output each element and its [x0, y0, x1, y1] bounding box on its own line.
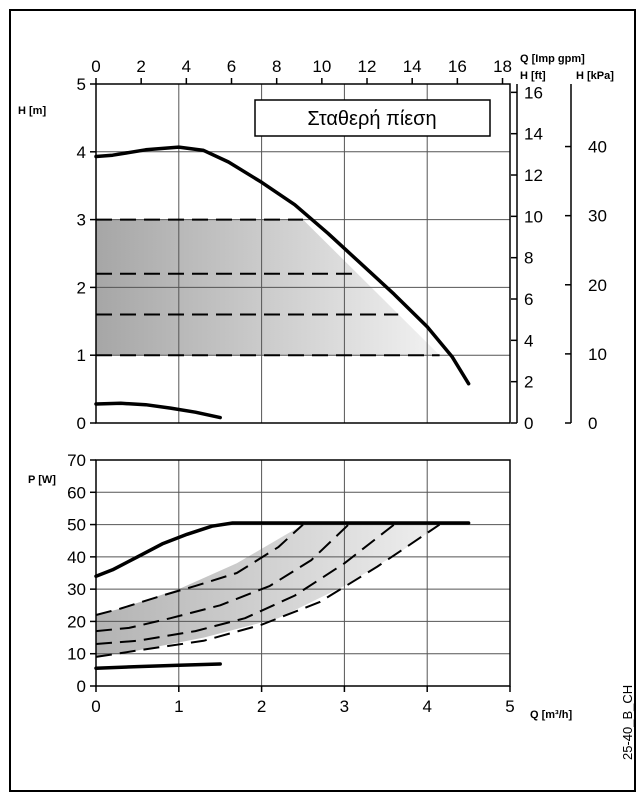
head-y-tick-label: 5 — [77, 75, 86, 94]
power-x-tick-label: 4 — [422, 697, 431, 716]
head-series-1 — [94, 401, 222, 420]
ft-tick-label: 2 — [524, 373, 533, 392]
power-series-1 — [94, 662, 222, 670]
power-plot-frame — [95, 459, 511, 687]
top-tick-label: 0 — [91, 57, 100, 76]
power-curves — [94, 521, 471, 670]
power-y-tick-label: 60 — [67, 483, 86, 502]
head-y-tick-label: 4 — [77, 143, 86, 162]
top-tick-label: 6 — [227, 57, 236, 76]
top-tick-label: 2 — [136, 57, 145, 76]
top-tick-label: 16 — [448, 57, 467, 76]
kpa-tick-label: 10 — [588, 345, 607, 364]
top-tick-label: 4 — [182, 57, 191, 76]
power-y-tick-label: 50 — [67, 516, 86, 535]
power-panel: 0 10 20 30 40 50 60 70 P [W] 0 1 2 3 4 5 Q [m³/h] — [28, 451, 572, 721]
power-x-tick-label: 5 — [505, 697, 514, 716]
power-y-tick-label: 20 — [67, 612, 86, 631]
kpa-tick-label: 20 — [588, 276, 607, 295]
ft-tick-label: 8 — [524, 249, 533, 268]
top-tick-label: 18 — [493, 57, 512, 76]
power-x-tick-labels: 0 1 2 3 4 5 — [91, 686, 515, 716]
head-y-tick-label: 1 — [77, 346, 86, 365]
power-series-5 — [95, 523, 441, 658]
ft-axis-label: H [ft] — [520, 70, 546, 82]
ft-tick-label: 6 — [524, 290, 533, 309]
ft-tick-label: 10 — [524, 207, 543, 226]
head-y-axis-label: H [m] — [18, 105, 46, 117]
kpa-tick-label: 30 — [588, 207, 607, 226]
power-y-tick-labels: 0 10 20 30 40 50 60 70 — [67, 451, 96, 696]
power-gridlines — [96, 460, 510, 686]
ft-axis-tick-labels: 0 2 4 6 8 10 12 14 16 — [511, 83, 543, 433]
head-y-tick-label: 0 — [77, 414, 86, 433]
head-top-tick-labels: 0 2 4 6 8 10 12 14 16 18 — [91, 57, 512, 84]
power-y-tick-label: 70 — [67, 451, 86, 470]
legend-box — [254, 99, 491, 137]
power-x-tick-label: 0 — [91, 697, 100, 716]
ft-tick-label: 12 — [524, 166, 543, 185]
ft-tick-label: 14 — [524, 125, 543, 144]
top-tick-label: 8 — [272, 57, 281, 76]
kpa-tick-label: 0 — [588, 414, 597, 433]
power-series-3 — [95, 523, 350, 633]
power-y-tick-label: 40 — [67, 548, 86, 567]
power-y-tick-label: 10 — [67, 645, 86, 664]
top-tick-label: 14 — [403, 57, 422, 76]
top-tick-label: 10 — [312, 57, 331, 76]
kpa-axis-label: H [kPa] — [576, 70, 614, 82]
head-series-0 — [94, 145, 471, 386]
x-axis-label: Q [m³/h] — [530, 709, 572, 721]
power-operating-range-shade — [96, 524, 440, 657]
top-axis-label: Q [Imp gpm] — [520, 53, 585, 65]
head-curves — [94, 145, 471, 420]
power-y-tick-label: 0 — [77, 677, 86, 696]
power-x-tick-label: 2 — [257, 697, 266, 716]
power-series-2 — [95, 523, 304, 616]
top-tick-label: 12 — [358, 57, 377, 76]
ft-tick-label: 4 — [524, 331, 533, 350]
ft-tick-label: 0 — [524, 414, 533, 433]
power-series-4 — [95, 523, 395, 645]
head-plot-frame — [95, 83, 511, 424]
head-y-tick-label: 3 — [77, 211, 86, 230]
power-y-tick-label: 30 — [67, 580, 86, 599]
power-y-axis-label: P [W] — [28, 474, 56, 486]
power-x-tick-label: 3 — [340, 697, 349, 716]
legend-text: Σταθερή πίεση — [307, 108, 436, 130]
figure-border — [9, 9, 636, 792]
head-y-tick-labels: 0 1 2 3 4 5 — [77, 75, 96, 433]
power-x-tick-label: 1 — [174, 697, 183, 716]
figure-code-label: 25-40_B_CH — [620, 685, 635, 760]
ft-tick-label: 16 — [524, 83, 543, 102]
kpa-axis-tick-labels: 0 10 20 30 40 — [565, 138, 607, 433]
head-y-tick-label: 2 — [77, 278, 86, 297]
power-series-0 — [94, 521, 471, 578]
kpa-tick-label: 40 — [588, 138, 607, 157]
